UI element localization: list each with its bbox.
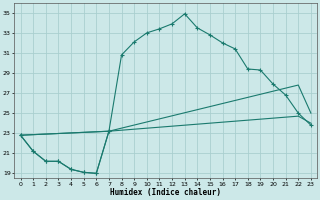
X-axis label: Humidex (Indice chaleur): Humidex (Indice chaleur) [110,188,221,197]
